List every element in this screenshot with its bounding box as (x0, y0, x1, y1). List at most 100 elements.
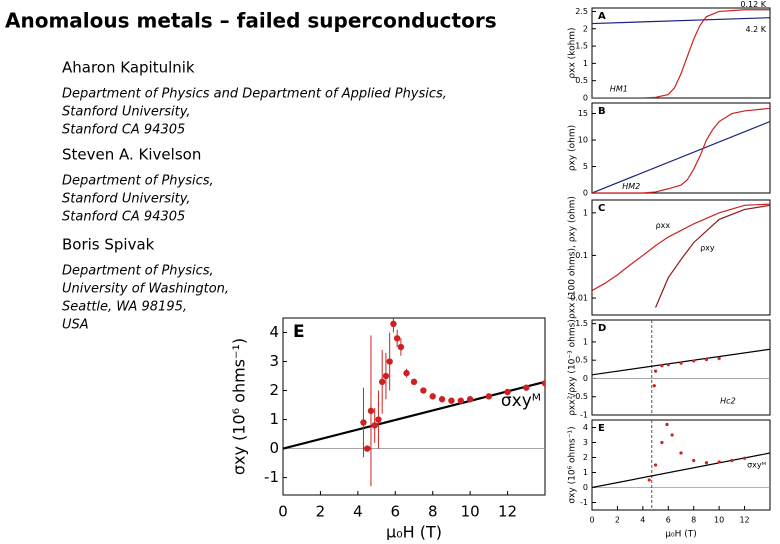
affiliation: University of Washington, (62, 282, 229, 297)
affiliation: Department of Physics and Department of … (62, 87, 447, 102)
data-point (438, 396, 446, 403)
data-point (429, 393, 436, 400)
y-tick-label: 1.5 (575, 42, 588, 51)
plot-frame (282, 317, 546, 496)
data-point (504, 388, 511, 396)
annotation: HM1 (610, 85, 628, 94)
y-axis-label: ρxx (100 ohms), ρxy (ohm) (568, 196, 578, 319)
affiliation: Stanford University, (62, 105, 191, 120)
data-point (653, 369, 658, 373)
data-point (382, 372, 390, 380)
series-line (592, 120, 770, 193)
data-point (704, 461, 709, 465)
series-label: σxyᴹ (747, 461, 766, 470)
series-label: σxyᴹ (501, 391, 541, 411)
y-tick-label: 0.5 (575, 76, 588, 85)
y-tick-label: 2.5 (575, 7, 588, 16)
x-tick-label: 10 (461, 503, 480, 521)
data-point (665, 422, 669, 427)
series-line (592, 203, 770, 292)
series-group (592, 107, 770, 193)
y-tick-label: 1.5 (575, 319, 588, 328)
data-point (692, 458, 696, 463)
y-tick-label: 4 (269, 323, 279, 341)
title: Anomalous metals – failed superconductor… (5, 9, 497, 33)
y-tick-label: 0 (269, 439, 279, 457)
x-tick-label: 2 (615, 516, 620, 525)
plot-frame (591, 102, 771, 194)
plot-frame (591, 7, 771, 99)
x-axis-label: μ₀H (T) (386, 523, 442, 541)
x-tick-label: 10 (714, 516, 724, 525)
y-tick-label: -1 (580, 411, 588, 420)
series-label: 4.2 K (745, 25, 766, 34)
series-line (592, 17, 770, 25)
x-tick-label: 12 (498, 503, 517, 521)
y-axis-label: ρxy (ohm) (568, 125, 578, 171)
data-point (457, 397, 464, 404)
x-tick-label: 12 (739, 516, 749, 525)
data-point (652, 384, 656, 388)
series-group (592, 203, 770, 308)
x-axis-label: μ₀H (T) (665, 530, 696, 540)
annotation: Hc2 (720, 396, 736, 405)
y-tick-label: 1 (583, 337, 588, 346)
data-point (653, 463, 658, 467)
x-tick-label: 4 (353, 503, 363, 521)
y-tick-label: 1 (583, 208, 588, 217)
series-line (592, 452, 770, 489)
data-point (485, 393, 493, 400)
panel-label: C (598, 203, 605, 214)
data-point (742, 456, 747, 460)
series-line (655, 204, 770, 308)
y-tick-label: 0 (583, 374, 588, 383)
y-tick-label: 1 (583, 59, 588, 68)
data-point (730, 458, 734, 463)
series-line (592, 107, 770, 193)
x-tick-label: 6 (391, 503, 401, 521)
data-point (647, 478, 651, 482)
data-point (704, 357, 709, 362)
panel-label: E (293, 322, 305, 342)
data-point (679, 361, 683, 365)
series-label: ρxx (656, 221, 671, 230)
series-label: ρxy (700, 243, 715, 252)
x-tick-label: 4 (640, 516, 645, 525)
x-tick-label: 0 (589, 516, 594, 525)
series-group (592, 422, 770, 489)
y-tick-label: 2 (269, 381, 279, 399)
data-point (386, 358, 393, 365)
x-tick-label: 8 (428, 503, 438, 521)
panel-label: E (598, 423, 605, 434)
data-point (390, 320, 397, 328)
data-point (717, 460, 721, 464)
data-point (420, 387, 427, 394)
y-tick-label: 10 (578, 136, 588, 145)
annotation: HM2 (622, 182, 640, 191)
y-axis-label: ρxx (kohm) (568, 27, 578, 78)
author-name: Boris Spivak (62, 236, 155, 254)
data-point (367, 407, 375, 415)
x-tick-label: 6 (666, 516, 671, 525)
data-point (660, 364, 664, 368)
y-tick-label: 2 (583, 453, 588, 462)
affiliation: Seattle, WA 98195, (62, 300, 187, 315)
data-point (393, 335, 401, 342)
data-point (448, 397, 455, 404)
data-point (466, 396, 474, 403)
series-line (283, 380, 545, 450)
series-group (592, 9, 770, 98)
y-tick-label: 0 (583, 483, 588, 492)
affiliation: Department of Physics, (62, 174, 214, 189)
y-tick-label: -0.5 (572, 392, 588, 401)
plot-frame (591, 199, 771, 316)
data-point (523, 384, 530, 391)
series-label: 0.12 K (740, 0, 766, 9)
data-point (679, 451, 683, 455)
series-line (592, 9, 770, 98)
y-tick-label: 0 (583, 94, 588, 103)
